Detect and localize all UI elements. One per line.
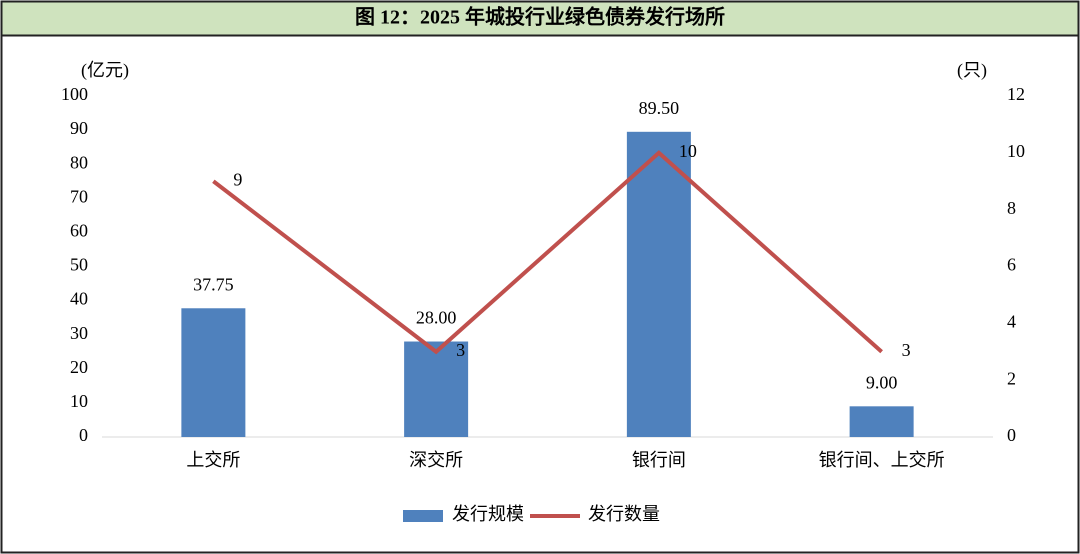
y2-tick-label: 4 xyxy=(1007,311,1016,331)
y2-tick-label: 0 xyxy=(1007,425,1016,445)
x-tick-label: 深交所 xyxy=(409,450,463,470)
legend-label: 发行规模 xyxy=(452,504,524,524)
data-label: 28.00 xyxy=(416,308,457,328)
data-label: 3 xyxy=(902,340,911,360)
data-label: 37.75 xyxy=(193,274,234,294)
y2-tick-label: 2 xyxy=(1007,368,1016,388)
bar xyxy=(181,308,246,437)
y2-tick-label: 12 xyxy=(1007,84,1025,104)
data-label: 10 xyxy=(679,141,697,161)
data-label: 9 xyxy=(233,169,242,189)
data-label: 9.00 xyxy=(866,372,898,392)
y-tick-label: 40 xyxy=(70,289,88,309)
y-tick-label: 70 xyxy=(70,186,88,206)
legend-swatch xyxy=(403,510,443,522)
y-tick-label: 50 xyxy=(70,255,88,275)
y-tick-label: 0 xyxy=(79,425,88,445)
bar xyxy=(626,131,691,437)
y2-tick-label: 10 xyxy=(1007,141,1025,161)
y-tick-label: 20 xyxy=(70,357,88,377)
y-tick-label: 60 xyxy=(70,221,88,241)
y2-tick-label: 6 xyxy=(1007,255,1016,275)
x-tick-label: 上交所 xyxy=(186,450,240,470)
legend-label: 发行数量 xyxy=(588,504,660,524)
title-bar xyxy=(0,0,1080,37)
y-tick-label: 10 xyxy=(70,391,88,411)
bar xyxy=(404,341,469,437)
chart-title: 图 12：2025 年城投行业绿色债券发行场所 xyxy=(355,5,725,29)
y-tick-label: 30 xyxy=(70,323,88,343)
data-label: 89.50 xyxy=(639,98,680,118)
y-tick-label: 80 xyxy=(70,152,88,172)
y-tick-label: 90 xyxy=(70,118,88,138)
line xyxy=(212,150,883,355)
x-tick-label: 银行间、上交所 xyxy=(819,450,945,470)
y-tick-label: 100 xyxy=(61,84,88,104)
y-axis-label: (亿元) xyxy=(81,60,129,81)
bar xyxy=(849,406,914,437)
y2-axis-label: (只) xyxy=(957,60,987,81)
y2-tick-label: 8 xyxy=(1007,198,1016,218)
data-label: 3 xyxy=(456,340,465,360)
x-tick-label: 银行间 xyxy=(632,450,686,470)
